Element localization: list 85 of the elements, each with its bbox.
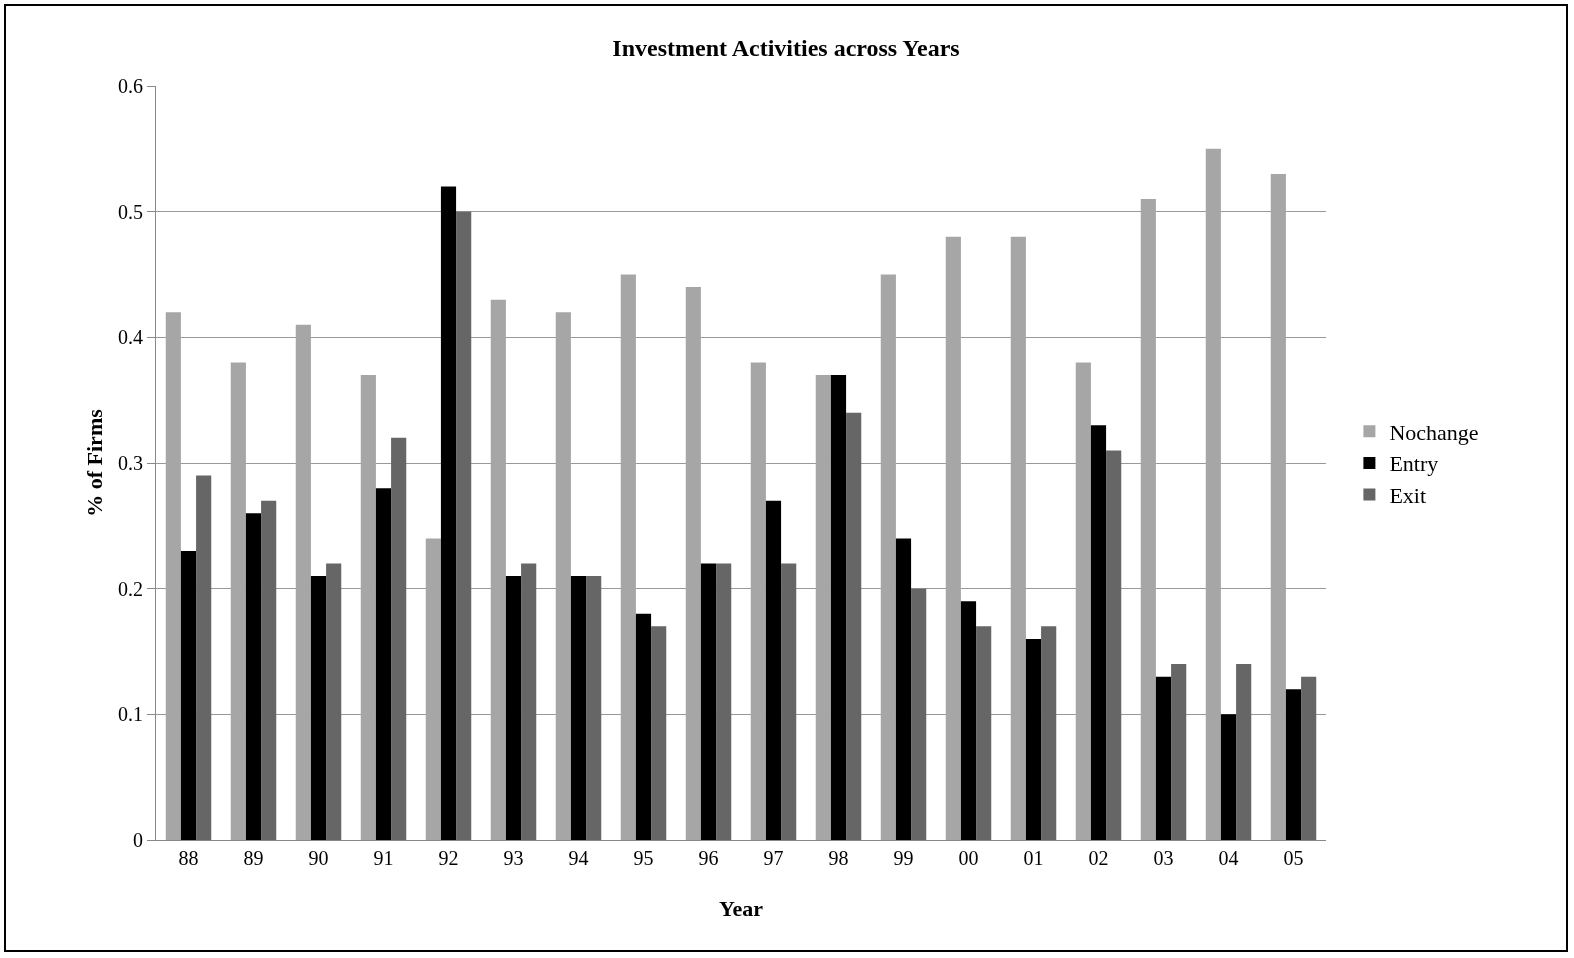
bar bbox=[815, 375, 831, 840]
x-tick-label: 90 bbox=[308, 847, 329, 869]
bar bbox=[391, 437, 407, 840]
x-tick-label: 93 bbox=[503, 847, 524, 869]
bar bbox=[440, 186, 457, 840]
x-tick-label: 89 bbox=[243, 847, 264, 869]
bar bbox=[1106, 450, 1122, 840]
x-tick-label: 94 bbox=[568, 847, 589, 869]
x-tick-label: 03 bbox=[1153, 847, 1174, 869]
bar bbox=[765, 500, 782, 840]
bar bbox=[360, 375, 376, 840]
y-tick-label: 0 bbox=[133, 829, 143, 851]
bar bbox=[490, 299, 506, 840]
bar bbox=[1075, 362, 1091, 840]
x-tick-label: 91 bbox=[373, 847, 394, 869]
x-tick-label: 92 bbox=[438, 847, 459, 869]
x-tick-label: 02 bbox=[1088, 847, 1109, 869]
bar bbox=[945, 236, 961, 840]
bar bbox=[165, 312, 181, 840]
bar bbox=[1041, 626, 1057, 840]
y-tick-label: 0.1 bbox=[118, 703, 143, 726]
bar bbox=[505, 576, 522, 840]
bar bbox=[620, 274, 636, 840]
bar bbox=[880, 274, 896, 840]
bar bbox=[976, 626, 992, 840]
bar bbox=[1270, 173, 1286, 840]
bar bbox=[846, 412, 862, 840]
bar bbox=[635, 613, 652, 840]
bar bbox=[716, 563, 732, 840]
bar bbox=[685, 287, 701, 840]
bar bbox=[1285, 689, 1302, 840]
bar bbox=[295, 324, 311, 840]
bar bbox=[911, 588, 927, 840]
bar bbox=[1205, 148, 1221, 840]
y-axis-title: % of Firms bbox=[82, 408, 107, 517]
bar bbox=[895, 538, 912, 840]
bar bbox=[651, 626, 667, 840]
x-tick-label: 04 bbox=[1218, 847, 1239, 869]
x-tick-label: 95 bbox=[633, 847, 654, 869]
x-tick-label: 05 bbox=[1283, 847, 1304, 869]
bar bbox=[1140, 199, 1156, 840]
x-tick-label: 99 bbox=[893, 847, 914, 869]
bar bbox=[1301, 676, 1317, 840]
bar bbox=[425, 538, 441, 840]
chart-title: Investment Activities across Years bbox=[612, 34, 960, 61]
bar bbox=[521, 563, 537, 840]
bar bbox=[261, 500, 277, 840]
bar bbox=[555, 312, 571, 840]
bar bbox=[245, 513, 262, 840]
bar bbox=[1171, 664, 1187, 840]
x-tick-label: 88 bbox=[178, 847, 199, 869]
x-tick-label: 98 bbox=[828, 847, 849, 869]
bar bbox=[1025, 638, 1042, 840]
bar bbox=[310, 576, 327, 840]
legend-label: Exit bbox=[1389, 483, 1427, 509]
bar bbox=[960, 601, 977, 840]
bar bbox=[456, 211, 472, 840]
y-tick-label: 0.5 bbox=[118, 200, 143, 223]
x-tick-label: 01 bbox=[1023, 847, 1044, 869]
bar bbox=[586, 576, 602, 840]
bar bbox=[750, 362, 766, 840]
bar bbox=[1155, 676, 1172, 840]
y-tick-label: 0.6 bbox=[118, 75, 143, 97]
bar bbox=[230, 362, 246, 840]
legend-label: Entry bbox=[1389, 451, 1439, 477]
bar bbox=[375, 488, 392, 840]
bar bbox=[180, 550, 197, 840]
bar bbox=[830, 375, 847, 840]
bar bbox=[1090, 425, 1107, 840]
y-tick-label: 0.3 bbox=[118, 452, 143, 474]
bar bbox=[781, 563, 797, 840]
bar bbox=[1236, 664, 1252, 840]
y-tick-label: 0.2 bbox=[118, 577, 143, 600]
bar bbox=[700, 563, 717, 840]
x-tick-label: 96 bbox=[698, 847, 719, 869]
y-tick-label: 0.4 bbox=[118, 326, 143, 349]
x-tick-label: 97 bbox=[763, 847, 784, 869]
legend-label: Nochange bbox=[1389, 419, 1479, 445]
x-tick-label: 00 bbox=[958, 847, 979, 869]
bar bbox=[1010, 236, 1026, 840]
bar bbox=[196, 475, 212, 840]
bar bbox=[570, 576, 587, 840]
bar bbox=[1220, 714, 1237, 840]
bar bbox=[326, 563, 342, 840]
x-axis-title: Year bbox=[719, 896, 764, 921]
